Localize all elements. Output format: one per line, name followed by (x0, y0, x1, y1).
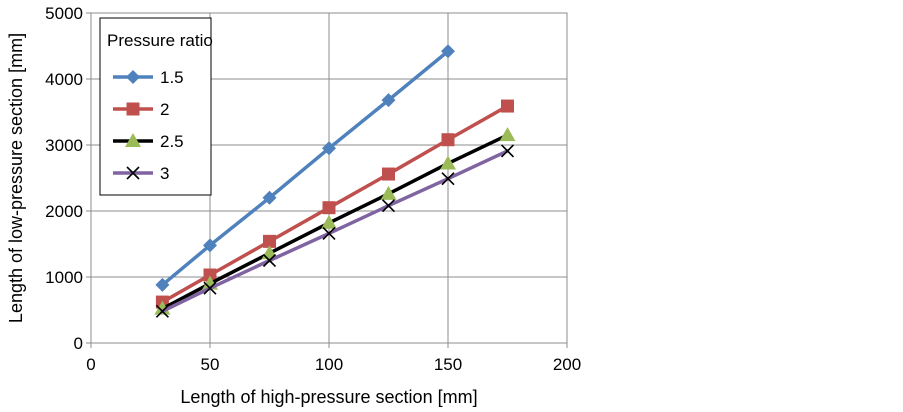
axes: 0 1000 2000 3000 4000 5000 0 50 100 150 200 (45, 4, 581, 374)
legend-marker (126, 70, 140, 84)
data-point-2 (322, 201, 336, 215)
y-tick-label: 2000 (45, 202, 83, 221)
series-1.5 (155, 44, 455, 292)
legend-item-2: 2 (113, 100, 169, 119)
legend: Pressure ratio 1.5 2 2.5 3 (99, 17, 213, 196)
x-tick-label: 150 (434, 355, 462, 374)
data-point-1.5 (441, 44, 455, 59)
data-point-2 (382, 167, 395, 181)
series-group (154, 44, 516, 318)
legend-marker (125, 133, 141, 147)
data-point-2 (203, 268, 217, 282)
legend-item-2.5: 2.5 (113, 132, 184, 151)
x-tick-label: 50 (201, 355, 220, 374)
data-point-2 (501, 99, 514, 113)
y-tick-label: 3000 (45, 136, 83, 155)
series-line-3 (160, 149, 510, 314)
data-point-3 (500, 144, 515, 158)
y-tick-label: 4000 (45, 70, 83, 89)
data-point-3 (441, 172, 455, 186)
data-point-2 (441, 133, 455, 147)
data-point-1.5 (322, 141, 336, 156)
data-point-3 (203, 281, 217, 295)
data-point-2 (263, 234, 276, 248)
y-tick-label: 0 (74, 334, 83, 353)
data-point-3 (262, 253, 277, 268)
series-3 (155, 144, 515, 318)
x-tick-label: 100 (315, 355, 343, 374)
legend-title: Pressure ratio (107, 31, 213, 50)
data-point-1.5 (155, 277, 170, 292)
y-tick-label: 1000 (45, 268, 83, 287)
x-tick-label: 0 (86, 355, 95, 374)
data-point-1.5 (262, 190, 277, 205)
legend-label: 1.5 (160, 68, 184, 87)
x-axis-title: Length of high-pressure section [mm] (180, 387, 477, 407)
legend-label: 3 (160, 164, 169, 183)
legend-item-3: 3 (113, 164, 169, 183)
legend-box (99, 17, 212, 196)
series-line-1.5 (160, 49, 450, 287)
data-point-1.5 (203, 238, 217, 253)
data-point-2.5 (440, 155, 456, 170)
x-tick-label: 200 (553, 355, 581, 374)
data-point-2.5 (380, 185, 397, 200)
legend-marker (126, 102, 140, 116)
series-line-2.5 (160, 133, 510, 311)
legend-marker (126, 166, 140, 180)
y-axis-title: Length of low-pressure section [mm] (6, 33, 26, 323)
data-point-3 (381, 199, 396, 213)
data-point-3 (322, 226, 336, 241)
data-point-2.5 (321, 214, 337, 229)
legend-label: 2.5 (160, 132, 184, 151)
y-tick-label: 5000 (45, 4, 83, 23)
data-point-1.5 (381, 93, 396, 108)
series-2 (155, 99, 514, 309)
data-point-2.5 (499, 127, 516, 142)
data-point-3 (155, 304, 169, 318)
legend-item-1.5: 1.5 (113, 68, 184, 87)
legend-label: 2 (160, 100, 169, 119)
